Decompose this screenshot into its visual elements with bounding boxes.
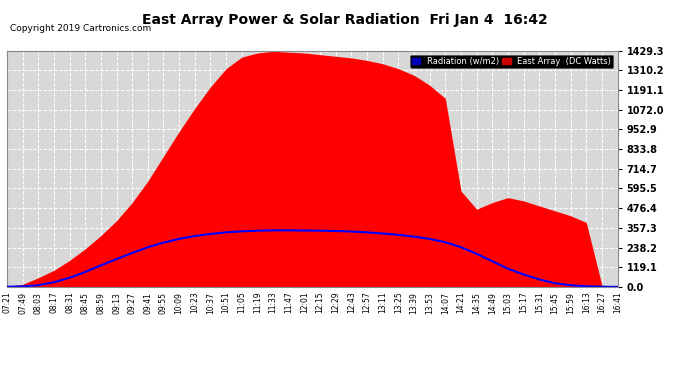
- Text: East Array Power & Solar Radiation  Fri Jan 4  16:42: East Array Power & Solar Radiation Fri J…: [142, 13, 548, 27]
- Text: Copyright 2019 Cartronics.com: Copyright 2019 Cartronics.com: [10, 24, 152, 33]
- Legend: Radiation (w/m2), East Array  (DC Watts): Radiation (w/m2), East Array (DC Watts): [410, 55, 613, 68]
